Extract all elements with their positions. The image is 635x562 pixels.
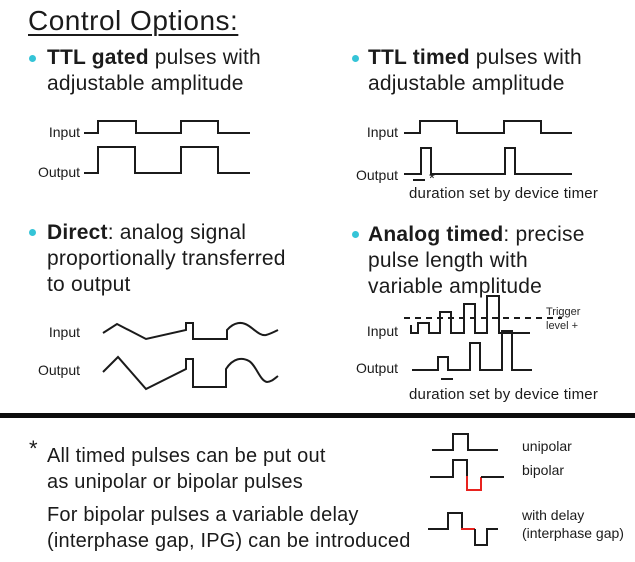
analog-timed-rest: : precise <box>503 223 585 246</box>
unipolar-label: unipolar <box>522 438 572 454</box>
ttl-gated-input-label: Input <box>48 124 80 140</box>
analog-timed-input-label: Input <box>366 323 398 339</box>
analog-timed-output-label: Output <box>355 360 398 376</box>
footnote-p1-line2: as unipolar or bipolar pulses <box>47 471 303 493</box>
analog-timed-output-waveform <box>412 330 532 371</box>
direct-output-label: Output <box>37 362 80 378</box>
ttl-timed-heading: TTL timed pulses with adjustable amplitu… <box>368 45 582 97</box>
analog-timed-input-waveform <box>404 295 562 334</box>
footnote-asterisk: * <box>29 436 38 461</box>
bipolar-pulse-icon <box>430 459 504 491</box>
direct-heading-line3: to output <box>47 273 131 296</box>
ttl-timed-input-label: Input <box>366 124 398 140</box>
direct-input-waveform <box>102 321 279 341</box>
bullet-icon <box>352 55 359 62</box>
ttl-gated-rest: pulses with <box>148 46 261 69</box>
direct-rest: : analog signal <box>107 221 247 244</box>
trigger-level-label: Trigger level + <box>546 305 580 333</box>
direct-input-label: Input <box>48 324 80 340</box>
unipolar-pulse-icon <box>432 433 498 451</box>
bullet-icon <box>352 231 359 238</box>
trigger-label-line2: level + <box>546 320 579 332</box>
footnote-p2-line2: (interphase gap, IPG) can be introduced <box>47 530 411 552</box>
duration-marker-line <box>441 378 453 380</box>
analog-timed-heading-line2: pulse length with <box>368 249 528 272</box>
footnote-p2-line1: For bipolar pulses a variable delay <box>47 504 359 526</box>
footnote-p1-line1: All timed pulses can be put out <box>47 445 326 467</box>
footnote-paragraph-1: All timed pulses can be put out as unipo… <box>47 443 326 495</box>
ttl-gated-output-label: Output <box>37 164 80 180</box>
with-delay-label-line1: with delay <box>522 507 585 523</box>
direct-heading-line1: Direct: analog signal <box>47 220 286 246</box>
with-delay-label: with delay (interphase gap) <box>522 506 624 542</box>
ttl-timed-bold: TTL timed <box>368 46 470 69</box>
direct-output-waveform <box>102 355 279 391</box>
analog-timed-heading: Analog timed: precise pulse length with … <box>368 222 585 300</box>
direct-heading: Direct: analog signal proportionally tra… <box>47 220 286 298</box>
ttl-timed-rest: pulses with <box>469 46 582 69</box>
page-title: Control Options: <box>28 5 239 36</box>
with-delay-pulse-icon <box>428 512 498 546</box>
section-divider <box>0 413 635 418</box>
direct-heading-line2: proportionally transferred <box>47 247 286 270</box>
analog-timed-caption: duration set by device timer <box>409 386 599 403</box>
analog-timed-heading-line3: variable amplitude <box>368 275 543 298</box>
bullet-icon <box>29 55 36 62</box>
ttl-gated-heading-line1: TTL gated pulses with <box>47 45 261 71</box>
ttl-timed-output-label: Output <box>355 167 398 183</box>
ttl-gated-input-waveform <box>84 120 250 134</box>
ttl-timed-heading-line1: TTL timed pulses with <box>368 45 582 71</box>
footnote-paragraph-2: For bipolar pulses a variable delay (int… <box>47 502 411 554</box>
with-delay-label-line2: (interphase gap) <box>522 525 624 541</box>
analog-timed-bold: Analog timed <box>368 223 504 246</box>
ttl-timed-output-waveform <box>404 147 572 175</box>
ttl-gated-heading: TTL gated pulses with adjustable amplitu… <box>47 45 261 97</box>
bipolar-label: bipolar <box>522 462 565 478</box>
duration-marker-line <box>413 179 425 181</box>
duration-marker-asterisk: * <box>429 170 435 187</box>
analog-timed-heading-line1: Analog timed: precise <box>368 222 585 248</box>
direct-bold: Direct <box>47 221 108 244</box>
ttl-gated-output-waveform <box>84 146 250 174</box>
ttl-timed-caption: duration set by device timer <box>409 185 599 202</box>
ttl-gated-bold: TTL gated <box>47 46 149 69</box>
ttl-timed-input-waveform <box>404 120 572 134</box>
ttl-gated-heading-line2: adjustable amplitude <box>47 72 244 95</box>
bullet-icon <box>29 229 36 236</box>
trigger-label-line1: Trigger <box>546 306 581 318</box>
ttl-timed-heading-line2: adjustable amplitude <box>368 72 565 95</box>
